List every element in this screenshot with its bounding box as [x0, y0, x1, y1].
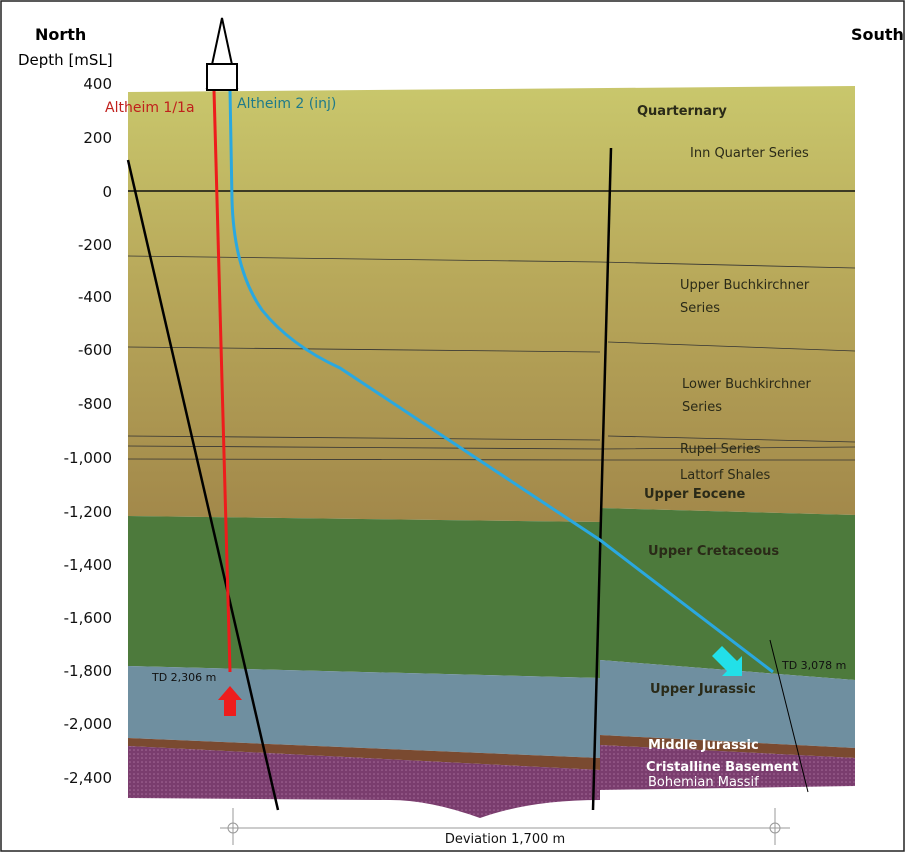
- scale-label: Deviation 1,700 m: [445, 832, 565, 847]
- layer-label: Middle Jurassic: [648, 738, 759, 753]
- tick-label: -1,000: [64, 449, 112, 467]
- well-label: Altheim 1/1a: [105, 100, 195, 116]
- tick-label: 400: [83, 75, 112, 93]
- td-label: TD 2,306 m: [151, 671, 216, 684]
- cross-section: Deviation 1,700 m North Depth [mSL] Sout…: [0, 0, 905, 852]
- layer-label: Lower Buchkirchner: [682, 377, 811, 392]
- layer-label: Rupel Series: [680, 442, 761, 457]
- tick-label: -1,400: [64, 556, 112, 574]
- tick-label: -600: [78, 341, 112, 359]
- layer-label: Inn Quarter Series: [690, 146, 809, 161]
- tick-label: -1,600: [64, 609, 112, 627]
- tick-label: -1,200: [64, 503, 112, 521]
- tick-label: 200: [83, 129, 112, 147]
- south-label: South: [851, 25, 904, 44]
- cretaceous-layer: [128, 516, 600, 678]
- layer-label: Quarternary: [637, 104, 727, 119]
- tick-label: -2,000: [64, 715, 112, 733]
- tick-label: -200: [78, 236, 112, 254]
- tick-label: 0: [102, 183, 112, 201]
- layer-label: Upper Eocene: [644, 487, 746, 502]
- layer-label: Bohemian Massif: [648, 775, 759, 790]
- tick-label: -1,800: [64, 662, 112, 680]
- layer-label: Upper Buchkirchner: [680, 278, 810, 293]
- tick-label: -800: [78, 395, 112, 413]
- layer-label: Upper Cretaceous: [648, 544, 779, 559]
- north-label: North: [35, 25, 86, 44]
- layer-label: Lattorf Shales: [680, 468, 770, 483]
- axis-title: Depth [mSL]: [18, 51, 113, 69]
- derrick: [207, 64, 237, 90]
- tick-label: -2,400: [64, 769, 112, 787]
- td-label: TD 3,078 m: [781, 659, 846, 672]
- layer-label: Series: [682, 400, 722, 415]
- well-label: Altheim 2 (inj): [237, 96, 336, 112]
- layer-label: Upper Jurassic: [650, 682, 756, 697]
- layer-label: Cristalline Basement: [646, 760, 798, 775]
- layer-label: Series: [680, 301, 720, 316]
- tick-label: -400: [78, 288, 112, 306]
